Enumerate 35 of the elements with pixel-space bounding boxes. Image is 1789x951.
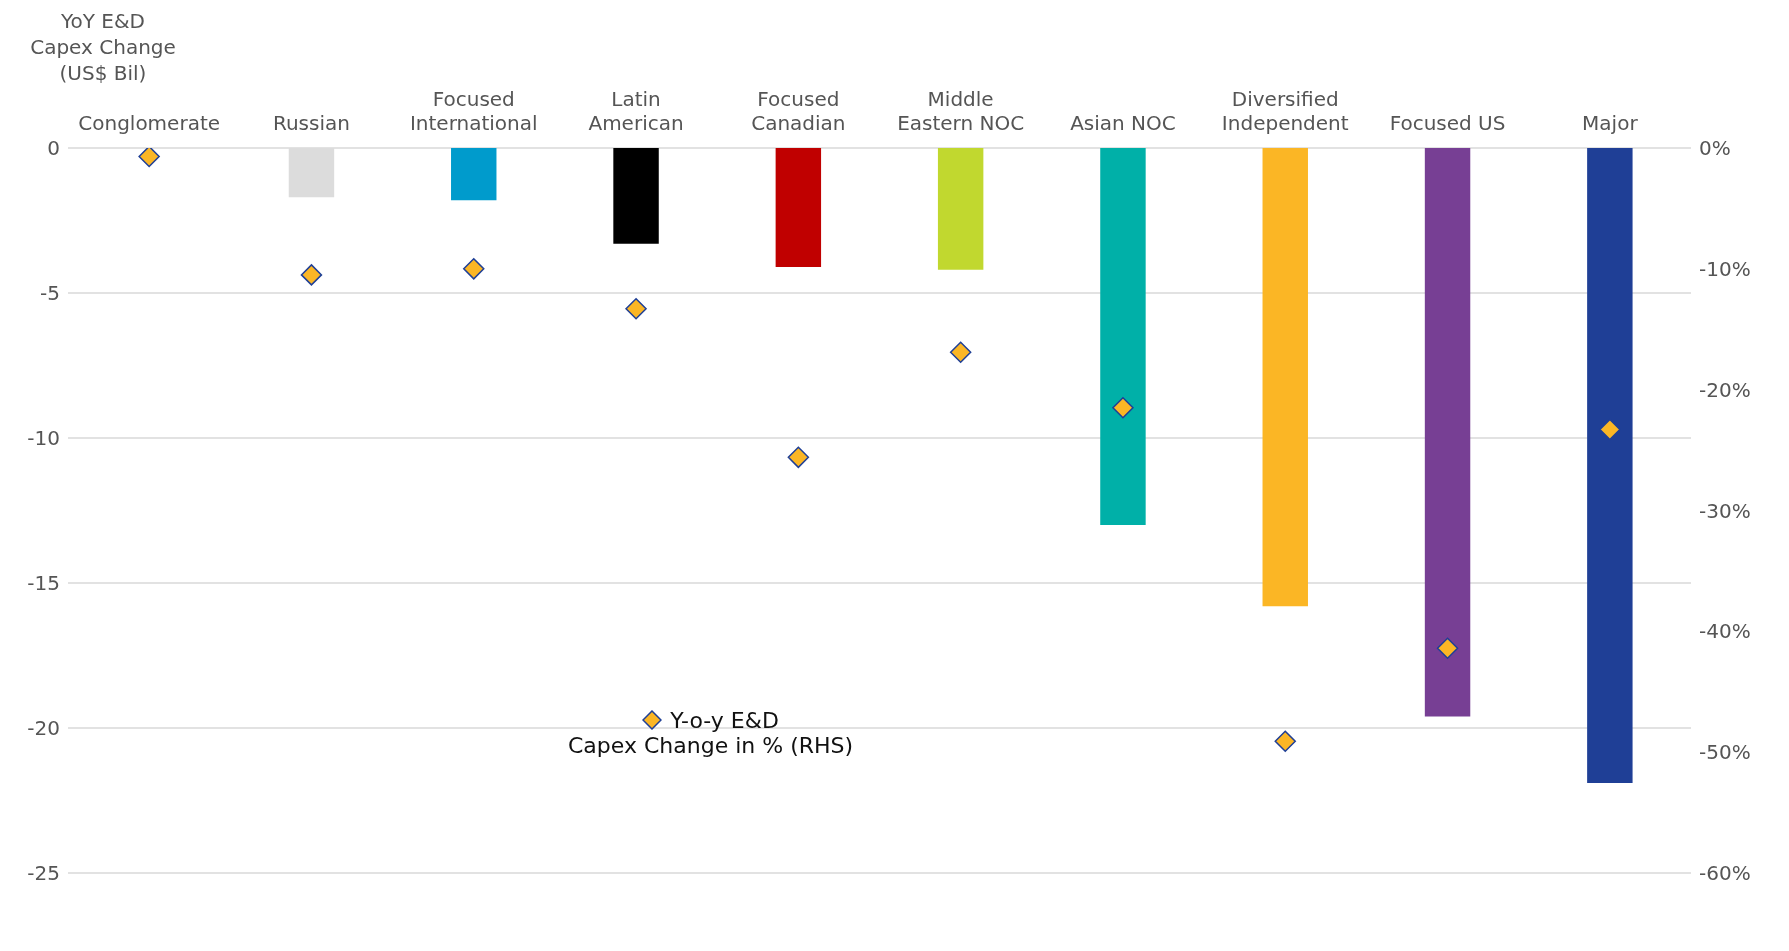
point — [1599, 418, 1621, 441]
y2-tick-label: -40% — [1699, 619, 1751, 644]
y-tick-label: -20 — [27, 716, 60, 741]
y2-tick-label: 0% — [1699, 136, 1731, 161]
y-tick-label: -10 — [27, 426, 60, 451]
y-tick-label: -15 — [27, 571, 60, 596]
y2-tick-label: -50% — [1699, 740, 1751, 765]
y2-tick-label: -10% — [1699, 256, 1751, 281]
point — [1112, 397, 1134, 419]
point — [1274, 730, 1296, 753]
y-axis-title: YoY E&D Capex Change (US$ Bil) — [29, 8, 177, 86]
point — [949, 341, 972, 363]
y2-tick-label: -20% — [1699, 377, 1751, 402]
y2-tick-label: -30% — [1699, 498, 1751, 523]
x-tick-label: Major — [1582, 111, 1639, 135]
legend-label: Y-o-y E&D Capex Change in % (RHS) — [568, 708, 854, 758]
x-tick-label: Latin American — [588, 87, 684, 135]
x-tick-label: Focused Canadian — [751, 87, 846, 135]
point — [463, 258, 485, 280]
x-tick-label: Asian NOC — [1070, 111, 1176, 135]
x-tick-label: Russian — [272, 111, 350, 135]
y-tick-label: -25 — [27, 861, 60, 886]
x-tick-label: Focused US — [1389, 111, 1506, 135]
point — [787, 446, 810, 469]
point — [625, 297, 647, 320]
x-tick-label: Diversified Independent — [1221, 87, 1349, 135]
y-tick-label: -5 — [40, 281, 60, 306]
x-tick-label: Focused International — [409, 87, 538, 135]
x-tick-label: Conglomerate — [78, 111, 221, 135]
point — [138, 148, 160, 168]
point — [300, 264, 323, 286]
y-tick-label: 0 — [47, 136, 60, 161]
y2-tick-label: -60% — [1699, 861, 1751, 886]
point — [1436, 637, 1459, 659]
x-tick-label: Middle Eastern NOC — [897, 87, 1025, 135]
